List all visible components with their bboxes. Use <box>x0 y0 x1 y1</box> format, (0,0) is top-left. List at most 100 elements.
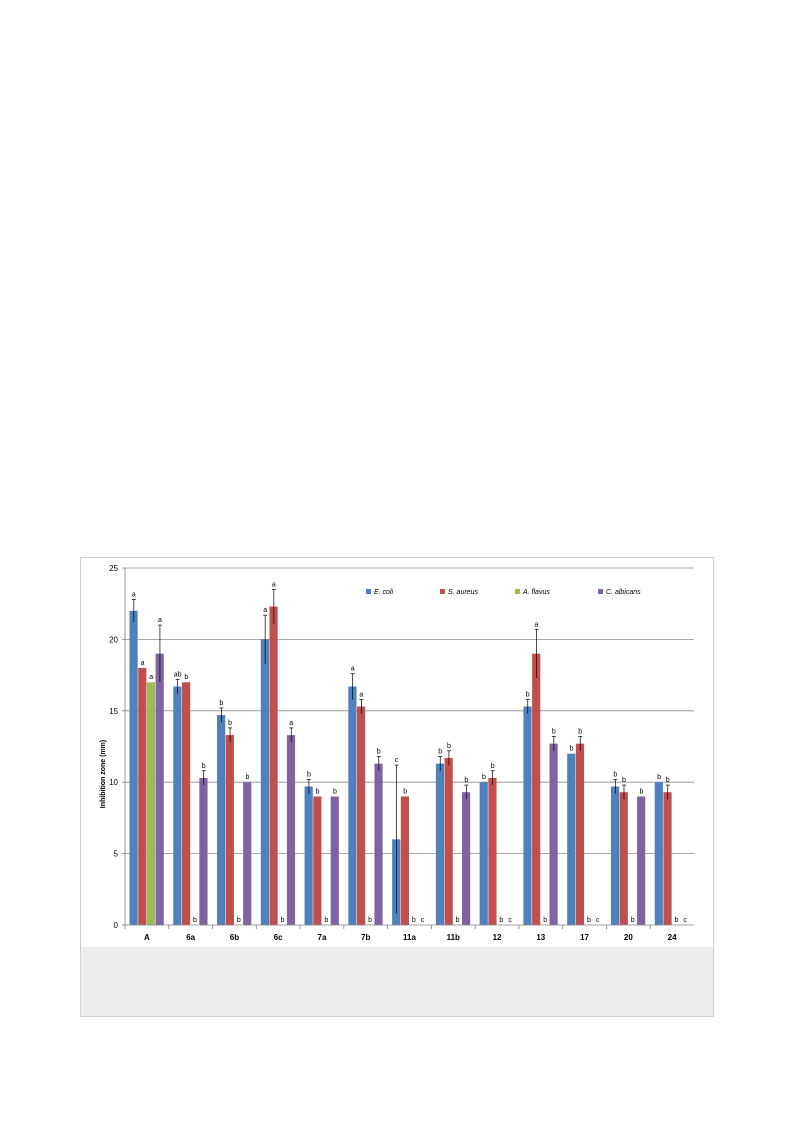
bar <box>146 682 156 925</box>
y-tick-label: 0 <box>114 921 119 930</box>
bar <box>523 706 532 925</box>
x-tick-label: 6b <box>230 933 239 942</box>
significance-label: b <box>482 774 486 781</box>
bar <box>619 792 628 925</box>
legend-swatch <box>366 589 371 594</box>
bar <box>610 786 620 925</box>
bar <box>330 796 339 925</box>
bar <box>479 782 488 925</box>
bar <box>444 757 453 925</box>
significance-label: b <box>403 788 407 795</box>
bar <box>549 743 558 925</box>
legend-label: C. albicans <box>606 589 641 596</box>
significance-label: b <box>657 774 661 781</box>
y-tick-label: 10 <box>109 778 118 787</box>
bar <box>348 686 357 925</box>
significance-label: c <box>395 757 399 764</box>
significance-label: a <box>351 666 355 673</box>
significance-label: b <box>587 917 591 924</box>
significance-label: b <box>316 788 320 795</box>
significance-label: a <box>359 691 363 698</box>
significance-label: a <box>132 591 136 598</box>
significance-label: a <box>272 581 276 588</box>
bar <box>138 667 147 925</box>
significance-label: b <box>552 729 556 736</box>
bar <box>435 763 445 925</box>
x-tick-label: 6a <box>186 933 195 942</box>
x-tick-label: 20 <box>624 933 633 942</box>
significance-label: b <box>464 777 468 784</box>
significance-label: b <box>324 917 328 924</box>
significance-label: b <box>281 917 285 924</box>
significance-label: b <box>499 917 503 924</box>
bar <box>173 686 182 925</box>
significance-label: b <box>491 763 495 770</box>
y-tick-label: 5 <box>114 850 119 859</box>
axis-layer: 0 5 10 15 20 25 A 6a 6b 6c 7a 7b 11a 11b 12 13 17 20 24 <box>109 564 694 942</box>
y-tick-label: 25 <box>109 564 118 573</box>
bar <box>575 743 585 925</box>
bar <box>374 763 383 925</box>
significance-label: ab <box>174 671 182 678</box>
significance-label: b <box>578 729 582 736</box>
significance-label: b <box>307 771 311 778</box>
x-tick-label: 13 <box>536 933 545 942</box>
significance-label: b <box>639 788 643 795</box>
legend-swatch <box>515 589 520 594</box>
x-tick-label: 12 <box>493 933 502 942</box>
y-tick-label: 20 <box>109 635 118 644</box>
bar <box>532 653 541 925</box>
significance-label: b <box>613 771 617 778</box>
legend-label: E. coli <box>374 589 394 596</box>
bar <box>155 653 164 925</box>
significance-label: b <box>543 917 547 924</box>
x-tick-label: 11b <box>447 933 460 942</box>
bar <box>181 682 191 925</box>
x-tick-label: 11a <box>403 933 416 942</box>
bar <box>461 792 471 925</box>
legend-swatch <box>440 589 445 594</box>
bar <box>637 796 646 925</box>
significance-label: a <box>535 621 539 628</box>
bar <box>567 753 576 925</box>
caption-band <box>81 947 713 1016</box>
significance-label: b <box>228 720 232 727</box>
significance-label: b <box>675 917 679 924</box>
grid-layer <box>125 567 694 855</box>
bar <box>225 735 234 925</box>
significance-label: b <box>237 917 241 924</box>
bar <box>654 782 663 925</box>
legend-swatch <box>598 589 603 594</box>
x-tick-label: 6c <box>274 933 283 942</box>
significance-label: b <box>184 674 188 681</box>
bar <box>313 796 322 925</box>
significance-label: a <box>141 660 145 667</box>
significance-label: b <box>447 743 451 750</box>
bar <box>129 610 138 925</box>
significance-label: b <box>202 763 206 770</box>
y-tick-label: 15 <box>109 707 118 716</box>
bar <box>400 796 409 925</box>
significance-label: c <box>683 917 687 924</box>
bars-layer <box>129 589 672 925</box>
bar <box>304 786 313 925</box>
x-tick-label: 17 <box>580 933 589 942</box>
significance-label: b <box>368 917 372 924</box>
bar <box>243 782 252 925</box>
x-tick-label: 7b <box>361 933 370 942</box>
bar <box>286 735 296 925</box>
bar <box>269 606 278 925</box>
x-tick-label: 24 <box>668 933 677 942</box>
significance-label: a <box>149 674 153 681</box>
x-tick-label: A <box>144 933 150 942</box>
significance-label: a <box>158 617 162 624</box>
bar <box>199 777 208 925</box>
legend: E. coli S. aureus A. flavus C. albicans <box>366 589 641 596</box>
significance-label: c <box>508 917 512 924</box>
bar <box>357 706 366 925</box>
legend-label: S. aureus <box>448 589 478 596</box>
significance-label: b <box>631 917 635 924</box>
significance-label: b <box>570 746 574 753</box>
significance-label: b <box>456 917 460 924</box>
